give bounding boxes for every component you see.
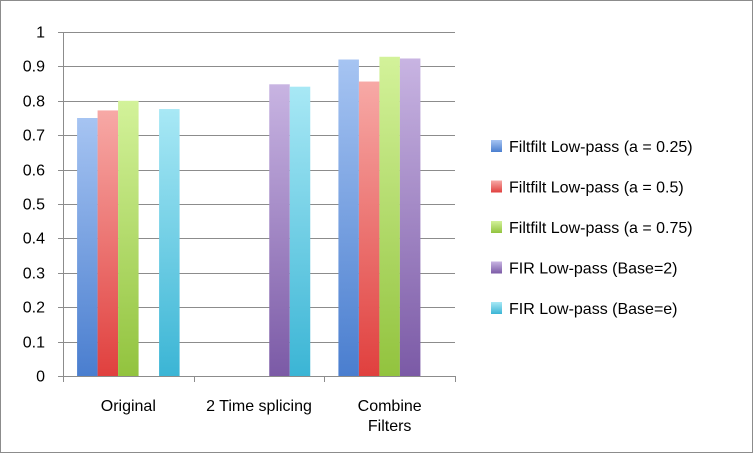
y-tick-label: 0.3 (23, 266, 45, 283)
x-tick-label: Original (101, 398, 156, 415)
axes (58, 32, 456, 382)
legend-label: FIR Low-pass (Base=2) (509, 261, 678, 278)
y-tick-label: 0.8 (23, 94, 45, 111)
legend: Filtfilt Low-pass (a = 0.25) Filtfilt Low… (491, 139, 693, 318)
bar (358, 81, 380, 376)
bar (269, 84, 290, 377)
y-tick-label: 0.5 (23, 197, 45, 214)
y-tick-label: 0.6 (23, 163, 45, 180)
y-tick-label: 1 (36, 25, 45, 42)
legend-label: Filtfilt Low-pass (a = 0.75) (509, 220, 693, 237)
y-tick-labels: 0 0.1 0.2 0.3 0.4 0.5 0.6 0.7 0.8 0.9 1 (23, 25, 45, 386)
x-tick-label: Combine Filters (358, 398, 422, 435)
bar (289, 86, 311, 377)
bar (399, 58, 421, 376)
y-tick-label: 0.2 (23, 300, 45, 317)
bar (379, 56, 400, 376)
legend-label: FIR Low-pass (Base=e) (509, 301, 678, 318)
legend-swatch (491, 221, 502, 233)
x-tick-label: 2 Time splicing (206, 398, 312, 415)
bar (97, 110, 119, 376)
y-tick-label: 0.7 (23, 128, 45, 145)
legend-label: Filtfilt Low-pass (a = 0.5) (509, 180, 684, 197)
legend-swatch (491, 140, 502, 152)
bars (77, 56, 421, 377)
legend-swatch (491, 302, 502, 314)
x-tick-labels: Original 2 Time splicing Combine Filters (101, 398, 422, 435)
legend-swatch (491, 261, 502, 274)
bar (159, 109, 180, 376)
bar (338, 59, 359, 377)
y-tick-label: 0 (36, 369, 45, 386)
y-tick-label: 0.9 (23, 59, 45, 76)
y-tick-label: 0.1 (23, 335, 45, 352)
legend-swatch (491, 180, 502, 193)
legend-label: Filtfilt Low-pass (a = 0.25) (509, 139, 693, 156)
bar (118, 100, 139, 377)
bar (77, 118, 98, 376)
y-tick-label: 0.4 (23, 231, 45, 248)
